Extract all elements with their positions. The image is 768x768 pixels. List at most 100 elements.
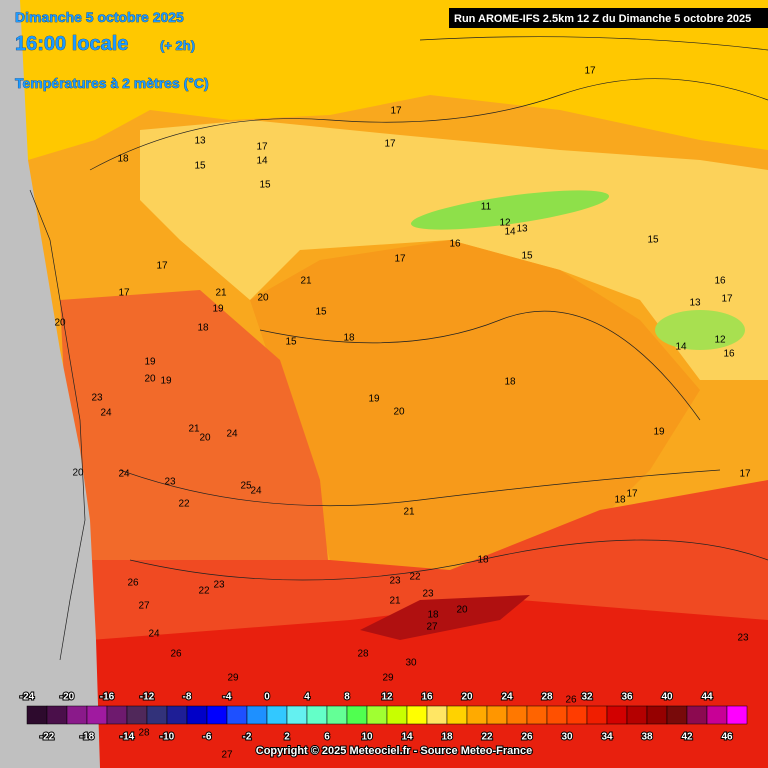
contour-label: 17 xyxy=(156,261,168,272)
colorbar-swatch xyxy=(326,705,348,725)
colorbar-label: 30 xyxy=(561,732,573,743)
colorbar-label: 2 xyxy=(284,732,290,743)
isotherm xyxy=(129,539,768,581)
colorbar-label: 44 xyxy=(701,692,713,703)
copyright: Copyright © 2025 Meteociel.fr - Source M… xyxy=(256,745,532,757)
colorbar-swatch xyxy=(366,705,388,725)
colorbar-label: 24 xyxy=(501,692,513,703)
contour-label: 20 xyxy=(54,318,66,329)
outside-domain xyxy=(0,0,100,768)
contour-label: 25 xyxy=(240,481,252,492)
contour-label: 20 xyxy=(199,433,211,444)
contour-label: 12 xyxy=(499,218,511,229)
colorbar-label: 46 xyxy=(721,732,733,743)
contour-label: 19 xyxy=(160,376,172,387)
contour-label: 28 xyxy=(138,728,150,739)
colorbar-swatch xyxy=(706,705,728,725)
contour-label: 22 xyxy=(198,586,210,597)
colorbar-swatch xyxy=(566,705,588,725)
contour-label: 18 xyxy=(427,610,439,621)
colorbar-label: 0 xyxy=(264,692,270,703)
contour-label: 18 xyxy=(197,323,209,334)
colorbar-swatch xyxy=(306,705,328,725)
contour-label: 29 xyxy=(382,673,394,684)
colorbar-swatch xyxy=(346,705,368,725)
isotherm xyxy=(89,78,768,171)
plateau xyxy=(250,240,700,570)
colorbar-label: 38 xyxy=(641,732,653,743)
contour-label: 17 xyxy=(384,139,396,150)
colorbar-swatch xyxy=(66,705,88,725)
colorbar-swatch xyxy=(206,705,228,725)
colorbar-label: 42 xyxy=(681,732,693,743)
time-title: 16:00 locale xyxy=(15,33,128,55)
colorbar-swatch xyxy=(186,705,208,725)
colorbar-swatch xyxy=(406,705,428,725)
contour-label: 30 xyxy=(405,658,417,669)
contour-label: 22 xyxy=(178,499,190,510)
colorbar-label: 8 xyxy=(344,692,350,703)
south-hotter xyxy=(90,600,768,768)
contour-label: 26 xyxy=(565,695,577,706)
colorbar-label: 10 xyxy=(361,732,373,743)
colorbar-swatch xyxy=(626,705,648,725)
contour-label: 13 xyxy=(194,136,206,147)
colorbar-label: -12 xyxy=(140,692,155,703)
colorbar-label: -4 xyxy=(223,692,232,703)
contour-label: 15 xyxy=(315,307,327,318)
contour-label: 17 xyxy=(390,106,402,117)
isotherm xyxy=(259,310,701,421)
colorbar-swatch xyxy=(386,705,408,725)
contour-label: 18 xyxy=(477,555,489,566)
contour-label: 15 xyxy=(194,161,206,172)
contour-label: 15 xyxy=(285,337,297,348)
colorbar-swatch xyxy=(506,705,528,725)
parameter-title: Températures à 2 mètres (°C) xyxy=(15,75,209,91)
contour-label: 16 xyxy=(714,276,726,287)
colorbar-label: 16 xyxy=(421,692,433,703)
contour-label: 20 xyxy=(393,407,405,418)
contour-label: 23 xyxy=(91,393,103,404)
run-info: Run AROME-IFS 2.5km 12 Z du Dimanche 5 o… xyxy=(454,13,751,25)
contour-label: 24 xyxy=(100,408,112,419)
colorbar-swatch xyxy=(686,705,708,725)
contour-label: 23 xyxy=(737,633,749,644)
contour-label: 17 xyxy=(584,66,596,77)
colorbar-label: 40 xyxy=(661,692,673,703)
colorbar-swatch xyxy=(466,705,488,725)
mountains-cool xyxy=(140,120,768,380)
contour-label: 21 xyxy=(188,424,200,435)
isotherm xyxy=(419,36,768,51)
contour-label: 15 xyxy=(521,251,533,262)
colorbar-swatch xyxy=(266,705,288,725)
colorbar-swatch xyxy=(526,705,548,725)
colorbar-swatch xyxy=(226,705,248,725)
colorbar-swatch xyxy=(146,705,168,725)
colorbar-label: 26 xyxy=(521,732,533,743)
contour-label: 13 xyxy=(516,224,528,235)
contour-label: 24 xyxy=(118,469,130,480)
contour-label: 20 xyxy=(72,468,84,479)
contour-label: 18 xyxy=(504,377,516,388)
colorbar-label: -18 xyxy=(80,732,95,743)
contour-label: 27 xyxy=(221,750,233,761)
colorbar-label: 20 xyxy=(461,692,473,703)
colorbar-swatch xyxy=(126,705,148,725)
run-box xyxy=(449,8,768,28)
cold-zone xyxy=(410,190,610,230)
contour-label: 18 xyxy=(343,333,355,344)
colorbar-label: 4 xyxy=(304,692,310,703)
contour-label: 13 xyxy=(689,298,701,309)
contour-label: 22 xyxy=(480,733,492,744)
contour-label: 14 xyxy=(675,342,687,353)
colorbar-label: -8 xyxy=(183,692,192,703)
isotherm xyxy=(119,469,721,507)
colorbar-label: 22 xyxy=(481,732,493,743)
hot-spot xyxy=(360,595,530,640)
colorbar-label: -22 xyxy=(40,732,55,743)
colorbar-label: 34 xyxy=(601,732,613,743)
contour-label: 17 xyxy=(721,294,733,305)
contour-label: 19 xyxy=(144,357,156,368)
